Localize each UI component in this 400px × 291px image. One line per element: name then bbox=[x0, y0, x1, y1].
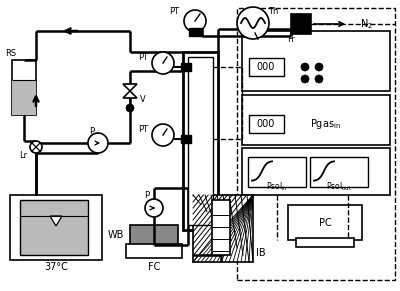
Text: P: P bbox=[90, 127, 94, 136]
Bar bbox=[10, 195, 102, 260]
Text: Fr: Fr bbox=[287, 36, 295, 45]
Text: 37°C: 37°C bbox=[44, 262, 68, 272]
Text: N$_2$: N$_2$ bbox=[360, 17, 373, 31]
Text: PT: PT bbox=[169, 6, 179, 15]
Bar bbox=[249, 58, 284, 76]
Bar bbox=[130, 225, 178, 245]
Text: IB: IB bbox=[256, 248, 266, 258]
Bar bbox=[12, 80, 36, 115]
Polygon shape bbox=[50, 216, 62, 226]
Circle shape bbox=[152, 124, 174, 146]
Text: P: P bbox=[144, 191, 150, 200]
Text: 000: 000 bbox=[257, 119, 275, 129]
Bar bbox=[126, 244, 182, 258]
Bar bbox=[12, 60, 36, 115]
Text: Psol$_{\rm in}$: Psol$_{\rm in}$ bbox=[266, 181, 288, 193]
Bar bbox=[242, 31, 390, 91]
Bar bbox=[212, 200, 230, 255]
Bar bbox=[20, 200, 88, 255]
Bar bbox=[193, 195, 253, 262]
Bar bbox=[242, 148, 390, 195]
Text: Th: Th bbox=[268, 6, 278, 15]
Bar bbox=[181, 63, 191, 71]
Circle shape bbox=[184, 10, 206, 32]
Bar bbox=[183, 52, 218, 230]
Text: PC: PC bbox=[319, 218, 331, 228]
Bar bbox=[288, 205, 362, 240]
Text: Lr: Lr bbox=[19, 150, 27, 159]
Bar bbox=[181, 135, 191, 143]
Circle shape bbox=[315, 63, 323, 71]
Circle shape bbox=[88, 133, 108, 153]
Text: FC: FC bbox=[148, 262, 160, 272]
Bar bbox=[189, 28, 202, 36]
Bar bbox=[310, 157, 368, 187]
Bar bbox=[188, 57, 213, 225]
Circle shape bbox=[237, 7, 269, 39]
Bar bbox=[291, 14, 311, 34]
Bar bbox=[296, 238, 354, 247]
Bar bbox=[237, 8, 395, 280]
Text: Psol$_{\rm out}$: Psol$_{\rm out}$ bbox=[326, 181, 352, 193]
Circle shape bbox=[126, 104, 134, 112]
Text: Pgas$_{\rm in}$: Pgas$_{\rm in}$ bbox=[310, 117, 341, 131]
Polygon shape bbox=[123, 84, 137, 91]
Circle shape bbox=[152, 52, 174, 74]
Text: RS: RS bbox=[5, 49, 16, 58]
Circle shape bbox=[315, 75, 323, 83]
Circle shape bbox=[301, 63, 309, 71]
Text: WB: WB bbox=[108, 230, 124, 240]
Text: V: V bbox=[140, 95, 146, 104]
Bar bbox=[248, 157, 306, 187]
Bar bbox=[249, 115, 284, 133]
Bar bbox=[242, 95, 390, 145]
Circle shape bbox=[145, 199, 163, 217]
Circle shape bbox=[301, 75, 309, 83]
Text: PT: PT bbox=[138, 125, 148, 134]
Polygon shape bbox=[123, 91, 137, 98]
Circle shape bbox=[30, 141, 42, 153]
Text: 000: 000 bbox=[257, 62, 275, 72]
Text: PT: PT bbox=[138, 54, 148, 63]
